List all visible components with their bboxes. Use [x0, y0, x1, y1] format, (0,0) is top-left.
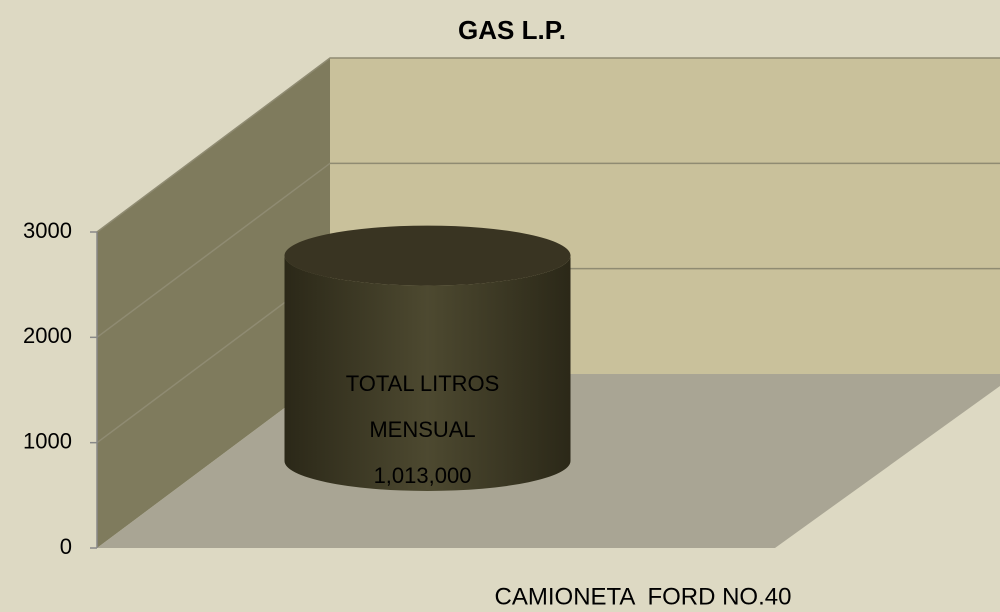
y-tick-label: 0	[60, 534, 72, 559]
y-tick-label: 2000	[23, 323, 72, 348]
annotation: 1,013,000	[374, 463, 472, 488]
grid-line	[96, 162, 1000, 338]
bar-top	[284, 225, 571, 286]
chart-title: GAS L.P.	[458, 15, 566, 45]
annotation: MENSUAL	[369, 417, 475, 442]
bar	[284, 255, 571, 492]
x-tick-label: CAMIONETA FORD NO.40	[495, 583, 792, 610]
y-tick-label: 3000	[23, 218, 72, 243]
grid-line	[96, 57, 1000, 233]
side-wall	[97, 58, 330, 548]
y-tick-label: 1000	[23, 428, 72, 453]
annotation: TOTAL LITROS	[346, 371, 500, 396]
